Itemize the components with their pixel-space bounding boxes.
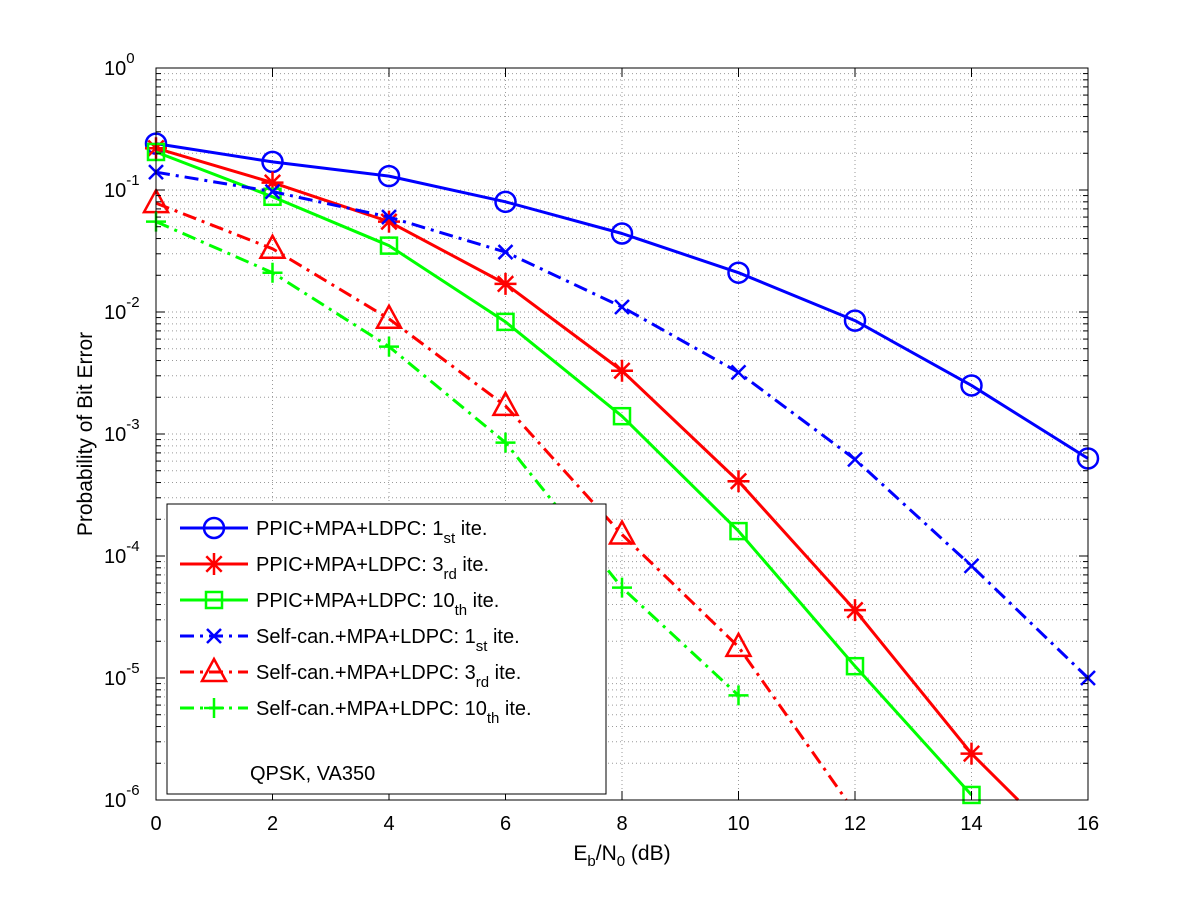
y-tick-label: 10-6 <box>104 782 140 812</box>
marker-square <box>496 312 515 332</box>
marker-plus <box>379 336 399 357</box>
marker-circle <box>494 190 517 214</box>
marker-star <box>611 359 633 382</box>
marker-x <box>614 299 630 315</box>
marker-triangle <box>491 390 520 417</box>
marker-square <box>845 656 865 676</box>
marker-square <box>204 590 224 610</box>
x-axis-label: Eb/N0 (dB) <box>573 842 670 870</box>
legend-box <box>166 503 607 795</box>
series-line <box>155 142 1089 460</box>
marker-x <box>730 364 747 381</box>
legend-entry: Self-can.+MPA+LDPC: 10th ite. <box>180 698 532 727</box>
marker-circle <box>960 374 983 397</box>
marker-circle <box>843 309 867 332</box>
legend-label: PPIC+MPA+LDPC: 10th ite. <box>256 590 499 619</box>
marker-star <box>261 171 284 194</box>
legend-label: PPIC+MPA+LDPC: 1st ite. <box>256 518 487 547</box>
legend-entry: PPIC+MPA+LDPC: 1st ite. <box>180 516 487 547</box>
legend-entry: PPIC+MPA+LDPC: 10th ite. <box>180 590 499 619</box>
y-tick-label: 10-4 <box>104 538 140 568</box>
marker-x <box>847 451 863 468</box>
marker-circle <box>610 222 634 245</box>
x-tick-label: 4 <box>383 813 394 835</box>
x-tick-label: 0 <box>150 813 161 835</box>
marker-square <box>379 236 399 255</box>
legend-entries: PPIC+MPA+LDPC: 1st ite. PPIC+MPA+LDPC: 3r… <box>180 516 532 727</box>
marker-star <box>378 210 400 233</box>
marker-star <box>844 599 866 622</box>
marker-circle <box>377 164 401 188</box>
marker-star <box>960 742 983 765</box>
legend-entry: Self-can.+MPA+LDPC: 1st ite. <box>180 626 520 655</box>
legend-entry: Self-can.+MPA+LDPC: 3rd ite. <box>180 656 521 691</box>
series-group <box>141 132 1100 805</box>
marker-square <box>263 187 282 207</box>
marker-triangle <box>258 233 287 259</box>
series-1 <box>144 132 1100 470</box>
x-tick-label: 2 <box>267 813 278 835</box>
marker-star <box>494 272 517 295</box>
marker-square <box>729 521 748 541</box>
legend-label: Self-can.+MPA+LDPC: 10th ite. <box>256 698 532 727</box>
marker-x <box>264 183 281 200</box>
x-tick-label: 10 <box>727 813 749 835</box>
marker-x <box>206 628 222 644</box>
grid <box>156 68 1088 800</box>
x-tick-label: 16 <box>1077 813 1099 835</box>
legend: PPIC+MPA+LDPC: 1st ite. PPIC+MPA+LDPC: 3r… <box>166 503 607 795</box>
x-tick-label: 12 <box>844 813 866 835</box>
marker-plus <box>495 432 516 453</box>
y-tick-label: 10-5 <box>104 660 140 690</box>
marker-square <box>962 785 981 805</box>
y-tick-labels: 100 10-1 10-2 10-3 10-4 10-5 10-6 <box>104 50 140 812</box>
marker-square <box>612 406 632 426</box>
ticks <box>155 67 1089 801</box>
marker-star <box>203 553 225 575</box>
marker-plus <box>204 698 224 718</box>
legend-entry: PPIC+MPA+LDPC: 3rd ite. <box>180 553 489 583</box>
x-tick-label: 6 <box>500 813 511 835</box>
series-line <box>155 150 973 796</box>
marker-plus <box>728 685 749 706</box>
marker-triangle <box>199 656 229 683</box>
series-5 <box>141 187 848 801</box>
series-line <box>155 170 1090 680</box>
marker-circle <box>727 261 750 284</box>
marker-star <box>727 470 750 493</box>
marker-triangle <box>374 303 404 330</box>
marker-plus <box>262 262 283 283</box>
marker-plus <box>612 577 632 598</box>
y-tick-label: 10-2 <box>104 294 140 324</box>
series-line <box>155 201 848 801</box>
y-tick-label: 10-3 <box>104 416 140 446</box>
x-tick-label: 14 <box>960 813 982 835</box>
marker-circle <box>202 516 226 540</box>
legend-label: Self-can.+MPA+LDPC: 3rd ite. <box>256 662 521 691</box>
marker-x <box>497 244 514 260</box>
marker-x <box>381 209 397 225</box>
x-tick-label: 8 <box>616 813 627 835</box>
marker-triangle <box>607 518 637 545</box>
legend-label: Self-can.+MPA+LDPC: 1st ite. <box>256 626 520 655</box>
y-tick-label: 100 <box>104 50 135 80</box>
y-axis-label: Probability of Bit Error <box>74 332 97 536</box>
marker-triangle <box>724 631 753 658</box>
legend-label: PPIC+MPA+LDPC: 3rd ite. <box>256 554 489 583</box>
x-tick-labels: 0 2 4 6 8 10 12 14 16 <box>150 813 1099 835</box>
y-tick-label: 10-1 <box>104 172 140 202</box>
legend-annotation: QPSK, VA350 <box>250 763 375 785</box>
marker-x <box>963 557 980 574</box>
series-line <box>155 220 740 697</box>
